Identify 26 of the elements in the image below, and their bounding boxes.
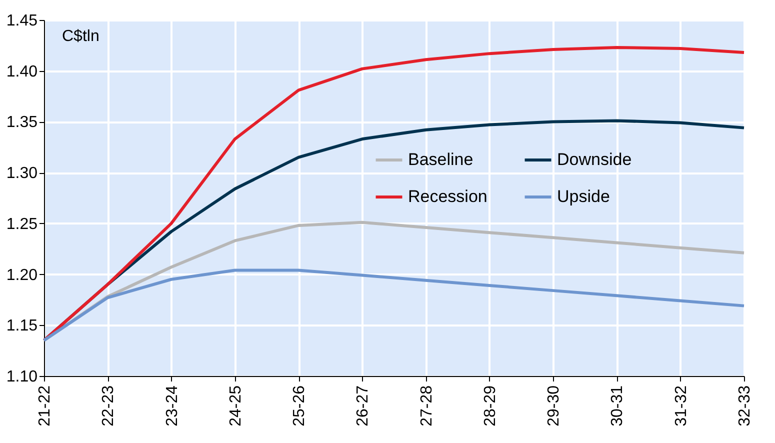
y-tick-label: 1.25: [6, 216, 38, 233]
legend-label: Downside: [557, 150, 632, 169]
y-tick-label: 1.45: [6, 12, 38, 30]
x-tick-label: 21-22: [36, 385, 54, 426]
x-tick-label: 25-26: [291, 385, 308, 426]
y-tick-label: 1.10: [6, 368, 38, 386]
legend-label: Recession: [408, 187, 488, 206]
x-tick-label: 24-25: [227, 385, 244, 426]
annotation: C$tln: [62, 28, 100, 45]
x-tick-label: 32-33: [736, 385, 754, 426]
x-tick-label: 26-27: [354, 385, 372, 426]
legend-label: Upside: [557, 187, 610, 206]
y-tick-label: 1.35: [6, 114, 38, 132]
y-tick-label: 1.15: [6, 318, 38, 335]
x-tick-label: 30-31: [609, 385, 626, 426]
line-series: [42, 268, 746, 342]
y-tick-label: 1.40: [6, 63, 38, 80]
x-tick-label: 28-29: [482, 385, 499, 426]
y-tick-label: 1.20: [6, 266, 38, 284]
x-tick-label: 27-28: [418, 385, 436, 426]
x-tick-label: 29-30: [546, 385, 563, 426]
x-tick-label: 22-23: [100, 385, 118, 426]
legend-label: Baseline: [408, 150, 474, 169]
x-tick-label: 31-32: [672, 385, 690, 426]
x-tick-label: 23-24: [164, 385, 181, 426]
y-tick-label: 1.30: [6, 165, 38, 182]
